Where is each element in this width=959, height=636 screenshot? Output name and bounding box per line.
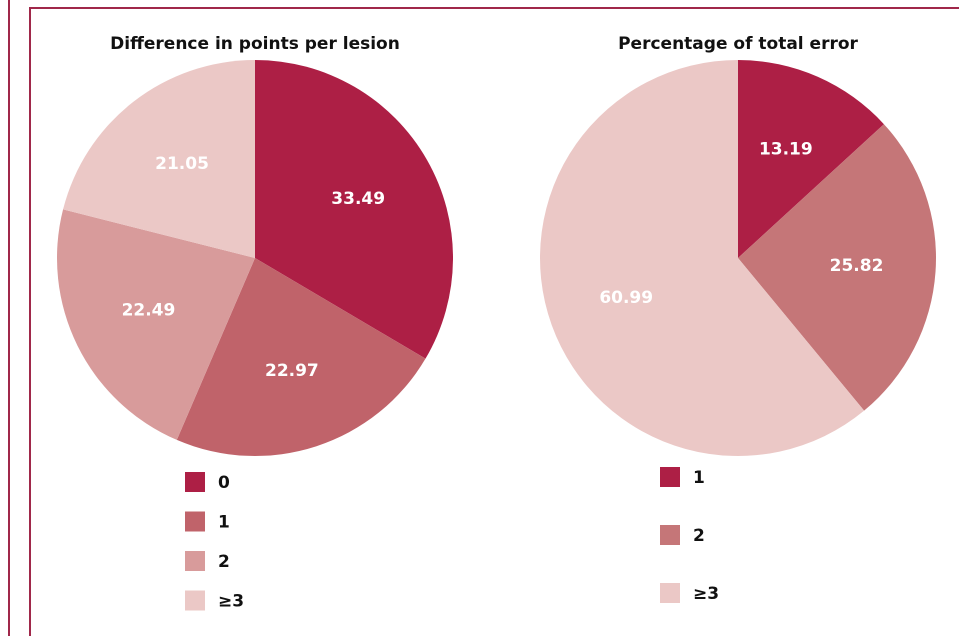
pie-slice [255, 60, 453, 359]
legend-label: 1 [693, 468, 705, 488]
legend-swatch [185, 590, 205, 611]
data-label: 13.19 [759, 139, 813, 159]
pie-slice [738, 60, 884, 258]
legend-label: ≥3 [693, 584, 719, 604]
legend-label: 2 [693, 526, 705, 546]
chart-title: Percentage of total error [618, 34, 858, 54]
legend-label: 0 [218, 473, 230, 493]
data-label: 22.49 [122, 301, 176, 321]
pie-slice [738, 124, 936, 411]
legend-swatch [185, 551, 205, 571]
data-label: 33.49 [331, 189, 385, 209]
pie-slice [540, 60, 865, 456]
legend-label: ≥3 [218, 592, 244, 612]
data-label: 25.82 [830, 256, 884, 276]
legend-swatch [660, 467, 680, 487]
pie-slice [176, 258, 426, 456]
legend-swatch [660, 583, 680, 603]
data-label: 21.05 [155, 154, 209, 174]
data-label: 60.99 [599, 288, 653, 308]
legend-swatch [185, 472, 205, 492]
pie-slice [63, 60, 255, 258]
data-label: 22.97 [265, 361, 319, 381]
legend-label: 2 [218, 552, 230, 572]
pie-slice [56, 209, 256, 440]
legend-swatch [660, 525, 680, 545]
legend-swatch [185, 511, 205, 532]
frame [29, 7, 959, 636]
chart-title: Difference in points per lesion [110, 34, 400, 54]
legend-label: 1 [218, 513, 230, 533]
